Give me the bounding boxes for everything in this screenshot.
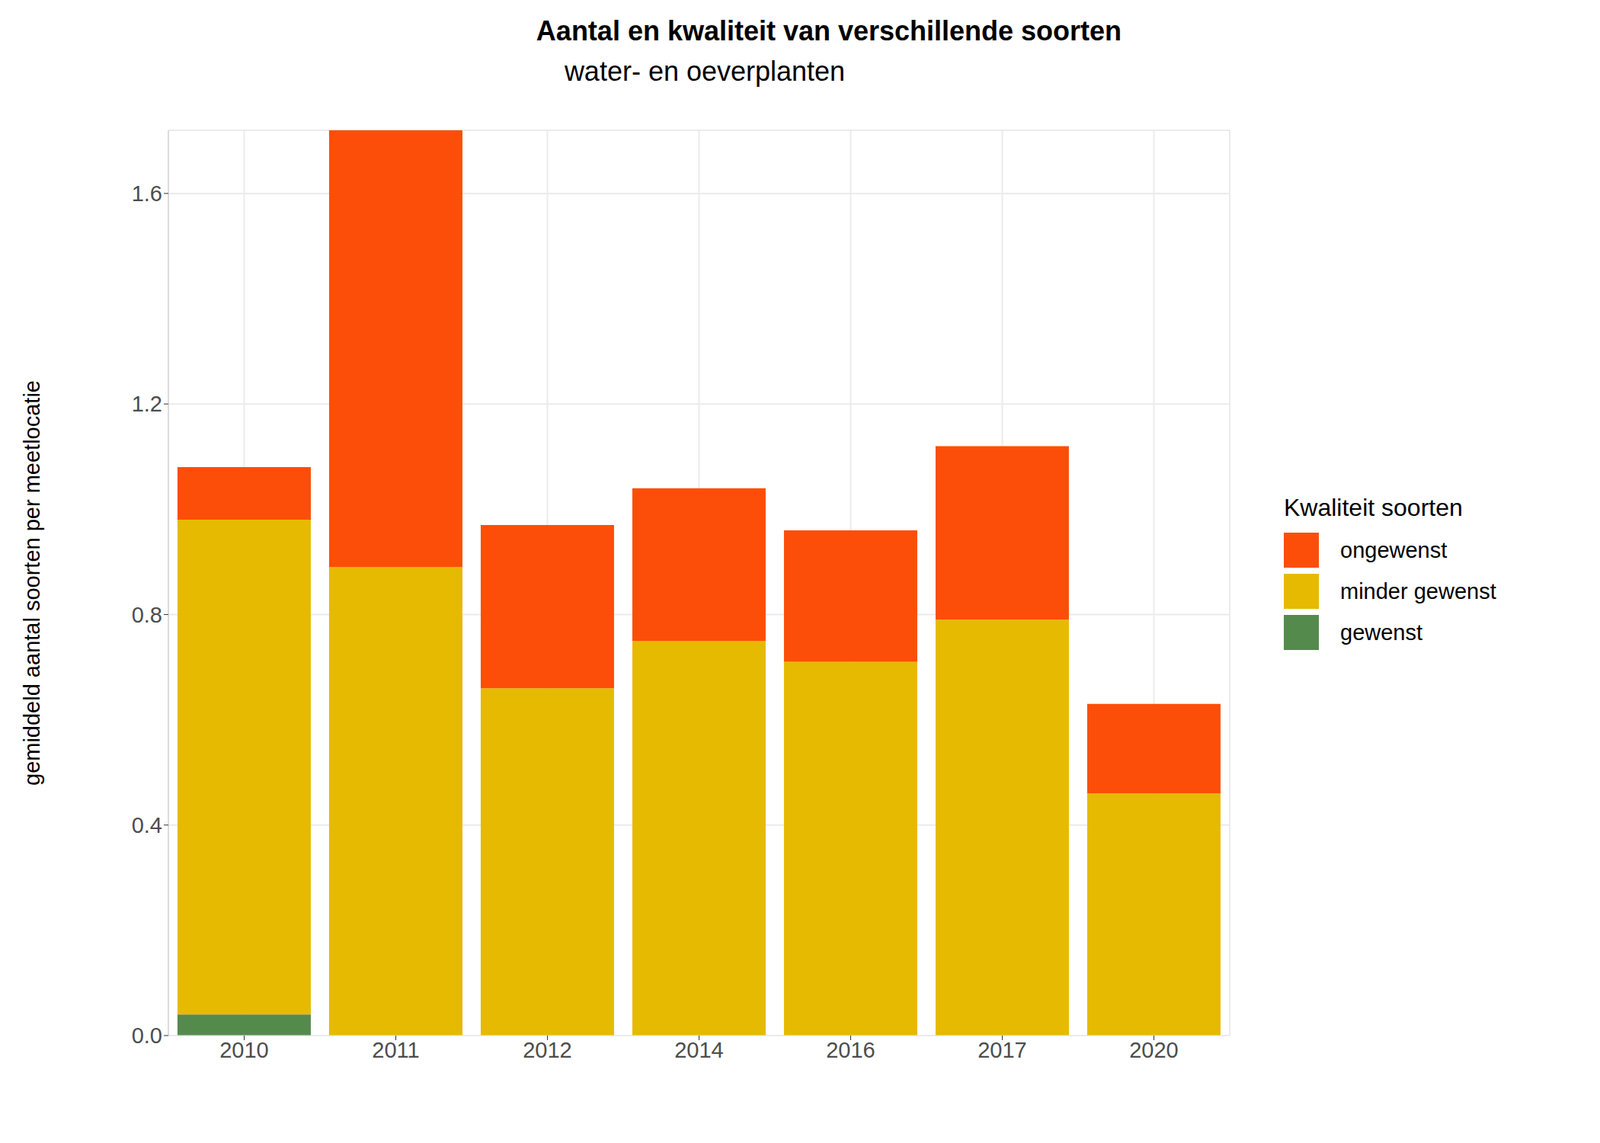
html-text:gewenst: gewenst — [1340, 619, 1423, 645]
html-text:ongewenst: ongewenst — [1340, 537, 1448, 562]
svg-text:1.6: 1.6 — [131, 181, 163, 206]
svg-text:2016: 2016 — [825, 1037, 876, 1063]
html-text:Kwaliteit soorten: Kwaliteit soorten — [1283, 493, 1463, 522]
html-text:water- en oeverplanten: water- en oeverplanten — [564, 55, 846, 87]
html-text:Aantal en kwaliteit van versch: Aantal en kwaliteit van verschillende so… — [536, 15, 1122, 47]
svg-text:2014: 2014 — [674, 1037, 724, 1063]
html-text:gemiddeld aantal soorten per m: gemiddeld aantal soorten per meetlocatie — [19, 380, 44, 786]
svg-text:2012: 2012 — [522, 1037, 573, 1063]
svg-text:2010: 2010 — [219, 1037, 269, 1063]
html-text:minder gewenst: minder gewenst — [1340, 578, 1497, 604]
svg-text:0.4: 0.4 — [131, 812, 163, 838]
svg-text:1.2: 1.2 — [131, 391, 163, 416]
svg-text:0.0: 0.0 — [131, 1023, 163, 1048]
svg-text:2011: 2011 — [371, 1037, 420, 1063]
svg-text:2020: 2020 — [1129, 1037, 1179, 1063]
svg-text:0.8: 0.8 — [131, 602, 163, 628]
svg-text:2017: 2017 — [977, 1037, 1028, 1063]
